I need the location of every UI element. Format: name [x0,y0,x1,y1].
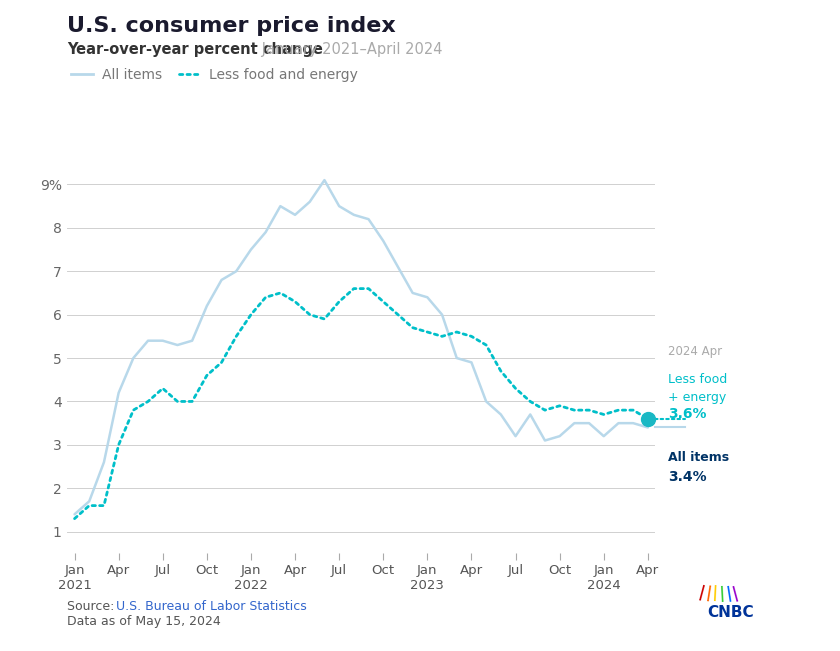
Legend: All items, Less food and energy: All items, Less food and energy [71,68,358,82]
Text: 3.6%: 3.6% [668,408,706,421]
Text: Year-over-year percent change: Year-over-year percent change [67,42,323,57]
Text: U.S. consumer price index: U.S. consumer price index [67,16,396,36]
Text: January 2021–April 2024: January 2021–April 2024 [257,42,443,57]
Text: Source:: Source: [67,600,118,613]
Text: Less food
+ energy: Less food + energy [668,373,727,404]
Text: Data as of May 15, 2024: Data as of May 15, 2024 [67,615,221,628]
Text: |: | [718,585,725,602]
Text: |: | [724,585,732,602]
Text: |: | [730,585,740,602]
Text: |: | [704,585,712,602]
Point [641,413,654,424]
Text: 2024 Apr: 2024 Apr [668,345,722,358]
Text: CNBC: CNBC [707,605,754,620]
Text: |: | [696,585,706,602]
Text: 3.4%: 3.4% [668,471,706,484]
Text: All items: All items [668,451,729,464]
Text: U.S. Bureau of Labor Statistics: U.S. Bureau of Labor Statistics [116,600,307,613]
Text: |: | [711,585,718,602]
